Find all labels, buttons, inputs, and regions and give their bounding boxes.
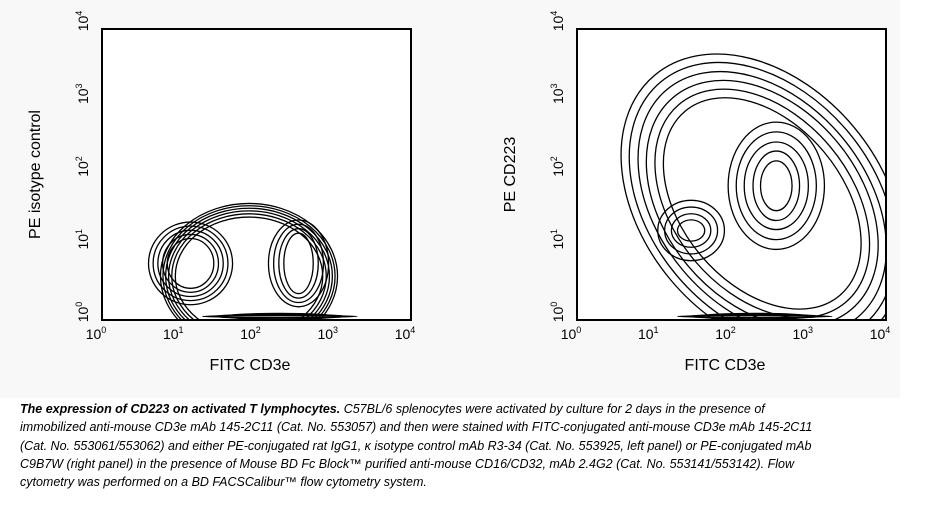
left-contour-baseline-2 (225, 312, 335, 320)
right-x-tick-0: 100 (561, 325, 582, 342)
left-contour-outer-3 (167, 210, 331, 320)
left-contour-peak-low-cd3-0 (166, 237, 215, 289)
right-contour-baseline-2 (700, 312, 810, 320)
right-contour-baseline-0 (676, 314, 833, 319)
right-contour-peak-high-cd3-2 (743, 141, 809, 231)
left-contour-lines (147, 202, 358, 320)
left-plot-frame (101, 28, 412, 321)
right-contour-baseline-1 (688, 313, 821, 319)
left-x-tick-4: 104 (395, 325, 416, 342)
right-contour-peak-low-cd3-0 (676, 219, 706, 242)
left-contour-peak-high-cd3-0 (283, 232, 314, 295)
left-contour-baseline-0 (201, 314, 358, 319)
left-y-tick-4: 104 (74, 11, 91, 32)
left-x-tick-1: 101 (163, 325, 184, 342)
right-contour-peak-low-cd3-1 (670, 213, 712, 248)
right-y-tick-1: 101 (549, 229, 566, 250)
left-contour-peak-low-cd3-2 (157, 229, 224, 298)
left-y-axis-label: PE isotype control (27, 110, 44, 239)
figure-area: 100 101 102 103 104 100 101 102 103 104 FITC CD3e P… (0, 0, 900, 398)
right-x-tick-1: 101 (638, 325, 659, 342)
left-y-tick-3: 103 (74, 83, 91, 104)
right-contour-outer-diagonal-1 (628, 61, 886, 320)
left-contour-plot: 100 101 102 103 104 100 101 102 103 104 FITC CD3e P… (0, 0, 450, 398)
left-contour-peak-high-cd3-2 (272, 223, 325, 304)
right-y-tick-0: 100 (549, 302, 566, 323)
right-contour-peak-low-cd3-3 (657, 199, 726, 262)
caption-body: C57BL/6 splenocytes were activated by cu… (20, 402, 813, 490)
right-y-tick-4: 104 (549, 11, 566, 32)
right-contour-peak-high-cd3-3 (735, 131, 817, 241)
right-x-tick-4: 104 (870, 325, 891, 342)
right-contour-outer-diagonal-5 (662, 97, 862, 310)
left-contour-outer-1 (162, 205, 336, 320)
right-y-tick-2: 102 (549, 156, 566, 177)
left-y-tick-1: 101 (74, 229, 91, 250)
right-contour-plot: 100 101 102 103 104 100 101 102 103 104 FITC CD3e P… (450, 0, 900, 398)
figure-caption: The expression of CD223 on activated T l… (20, 400, 820, 491)
right-contour-outer-diagonal-0 (620, 53, 886, 320)
right-x-tick-2: 102 (715, 325, 736, 342)
right-plot-svg: 100 101 102 103 104 100 101 102 103 104 FITC CD3e P… (502, 11, 891, 374)
left-x-tick-3: 103 (317, 325, 338, 342)
right-contour-outer-diagonal-3 (645, 79, 879, 320)
left-contour-baseline-1 (213, 313, 346, 319)
right-x-tick-3: 103 (792, 325, 813, 342)
right-y-tick-3: 103 (549, 83, 566, 104)
left-contour-peak-low-cd3-1 (161, 233, 220, 293)
left-x-axis-label: FITC CD3e (210, 357, 291, 374)
left-plot-svg: 100 101 102 103 104 100 101 102 103 104 FITC CD3e P… (27, 11, 416, 374)
right-contour-peak-low-cd3-2 (664, 206, 719, 255)
right-y-axis-label: PE CD223 (502, 137, 519, 213)
right-contour-peak-high-cd3-1 (752, 150, 801, 222)
right-x-axis-label: FITC CD3e (685, 357, 766, 374)
caption-title: The expression of CD223 on activated T l… (20, 402, 341, 416)
right-contour-lines (620, 53, 886, 320)
left-contour-peak-low-cd3-3 (152, 225, 229, 302)
left-y-tick-0: 100 (74, 302, 91, 323)
left-y-tick-2: 102 (74, 156, 91, 177)
left-contour-outer-4 (171, 213, 327, 320)
right-contour-peak-high-cd3-0 (759, 160, 793, 212)
left-contour-peak-high-cd3-1 (278, 228, 319, 299)
right-contour-outer-diagonal-2 (637, 70, 886, 320)
right-contour-peak-high-cd3-4 (727, 121, 826, 251)
left-x-tick-2: 102 (240, 325, 261, 342)
left-x-tick-0: 100 (86, 325, 107, 342)
left-contour-peak-high-cd3-3 (267, 219, 330, 308)
right-plot-frame (576, 28, 887, 321)
left-contour-peak-low-cd3-4 (147, 221, 234, 306)
